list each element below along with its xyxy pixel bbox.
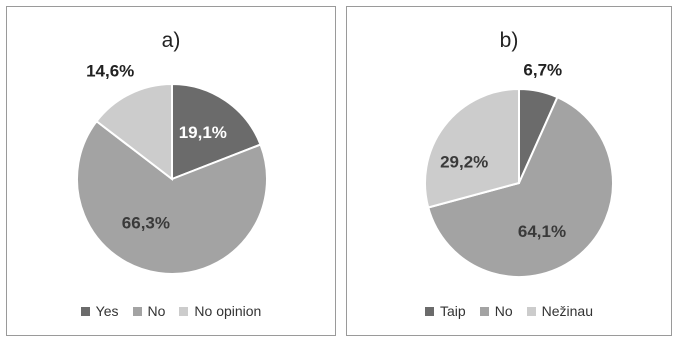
legend-label: Taip bbox=[440, 303, 466, 319]
pie-chart-svg: 6,7% 64,1% 29,2% bbox=[424, 60, 614, 278]
legend-label: No opinion bbox=[194, 303, 262, 319]
legend-swatch bbox=[526, 306, 536, 316]
legend: Yes No No opinion bbox=[7, 303, 335, 319]
legend-item: No bbox=[132, 303, 166, 319]
legend-item: Yes bbox=[80, 303, 119, 319]
pie-slice bbox=[424, 87, 520, 209]
pie-slice bbox=[76, 119, 268, 275]
legend-swatch bbox=[425, 306, 435, 316]
legend-swatch bbox=[80, 306, 90, 316]
legend-item: No opinion bbox=[179, 303, 261, 319]
pie-slice bbox=[95, 82, 173, 182]
legend-label: Nežinau bbox=[541, 303, 593, 319]
pie-chart-svg: 19,1% 66,3% 14,6% bbox=[76, 61, 268, 275]
data-label: 14,6% bbox=[86, 61, 134, 80]
chart-title: b) bbox=[499, 29, 519, 52]
data-label: 66,3% bbox=[122, 214, 170, 233]
legend-item: No bbox=[479, 303, 513, 319]
data-label: 19,1% bbox=[179, 123, 227, 142]
chart-panel-a: a) 19,1% 66,3% 14,6% Yes No No opinion bbox=[6, 6, 336, 336]
legend-label: Yes bbox=[95, 303, 119, 319]
legend-swatch bbox=[479, 306, 489, 316]
pie-slice bbox=[171, 82, 262, 181]
legend-swatch bbox=[179, 306, 189, 316]
data-label: 6,7% bbox=[523, 60, 562, 79]
chart-title: a) bbox=[161, 29, 181, 52]
chart-panel-b: b) 6,7% 64,1% 29,2% Taip No Nežinau bbox=[346, 6, 672, 336]
legend-item: Nežinau bbox=[526, 303, 593, 319]
legend-swatch bbox=[132, 306, 142, 316]
legend-item: Taip bbox=[425, 303, 466, 319]
legend-label: No bbox=[494, 303, 513, 319]
data-label: 64,1% bbox=[518, 222, 566, 241]
legend: Taip No Nežinau bbox=[347, 303, 671, 319]
legend-label: No bbox=[147, 303, 166, 319]
pie-slice bbox=[427, 95, 614, 278]
data-label: 29,2% bbox=[440, 153, 488, 172]
